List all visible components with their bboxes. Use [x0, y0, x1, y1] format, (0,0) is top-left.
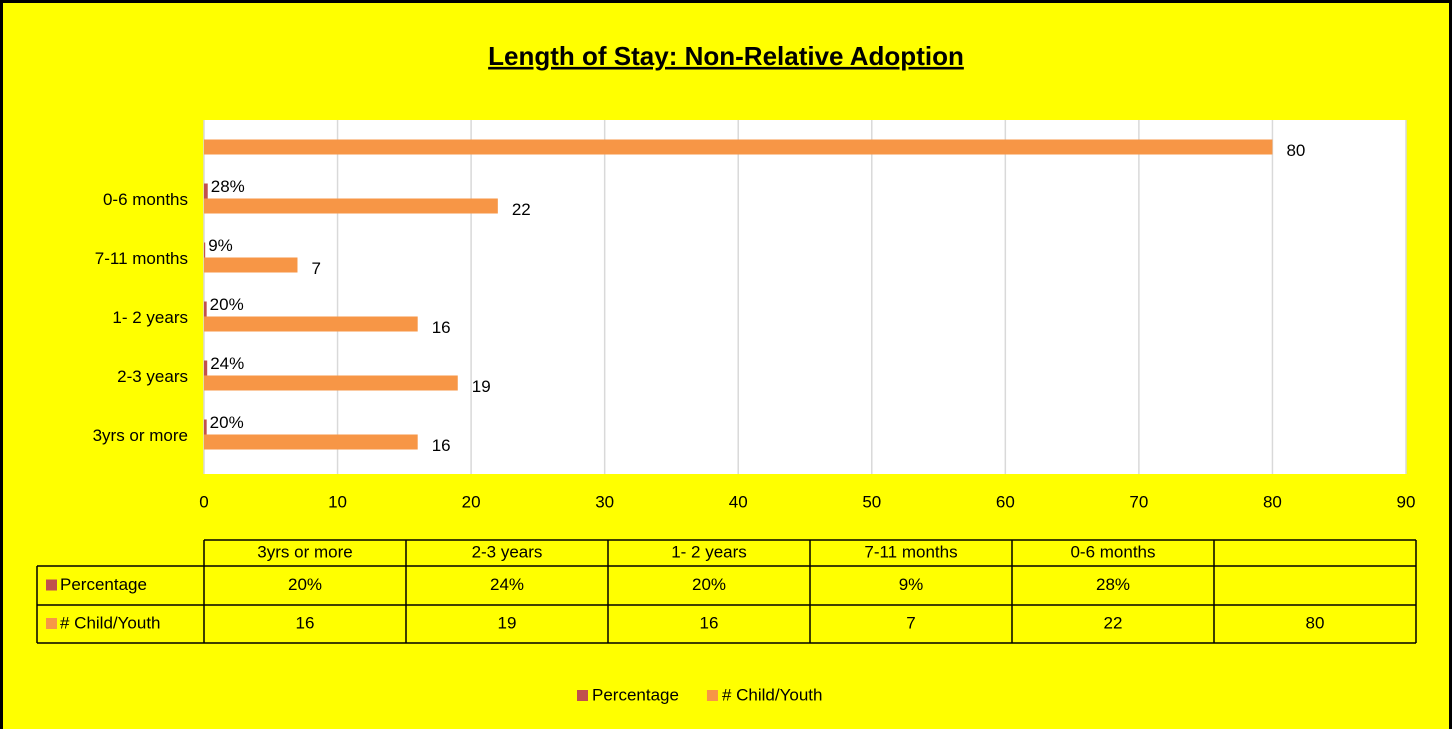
plot-area [204, 120, 1406, 474]
bar [204, 301, 207, 317]
chart-title: Length of Stay: Non-Relative Adoption [488, 41, 964, 71]
table-cell: 22 [1104, 613, 1123, 632]
table-header: 0-6 months [1070, 542, 1155, 561]
data-label: 16 [432, 436, 451, 455]
data-label: 16 [432, 318, 451, 337]
legend-key [706, 690, 718, 701]
bar [204, 257, 298, 273]
data-label: 80 [1286, 141, 1305, 160]
x-tick-label: 40 [729, 492, 748, 511]
data-label: 24% [210, 354, 244, 373]
table-header: 2-3 years [472, 542, 543, 561]
y-tick-label: 0-6 months [103, 190, 188, 209]
x-tick-label: 60 [996, 492, 1015, 511]
legend-key [577, 690, 588, 701]
table-cell: 16 [296, 613, 315, 632]
table-cell: 20% [288, 575, 322, 594]
y-tick-label: 7-11 months [95, 249, 188, 268]
bar [204, 419, 207, 435]
table-legend-key [46, 618, 57, 629]
legend-label: # Child/Youth [722, 685, 823, 704]
bar [204, 242, 206, 258]
y-tick-label: 3yrs or more [93, 426, 188, 445]
x-tick-label: 10 [328, 492, 347, 511]
data-label: 20% [210, 295, 244, 314]
x-tick-label: 0 [199, 492, 208, 511]
table-legend-key [46, 579, 57, 591]
bar [204, 360, 208, 376]
x-tick-label: 70 [1129, 492, 1148, 511]
x-tick-label: 20 [462, 492, 481, 511]
table-cell: 19 [498, 613, 517, 632]
x-tick-label: 50 [862, 492, 881, 511]
table-cell: 28% [1096, 575, 1130, 594]
bar [204, 139, 1273, 155]
data-label: 9% [208, 236, 233, 255]
x-tick-label: 30 [595, 492, 614, 511]
data-label: 7 [311, 259, 320, 278]
table-header: 3yrs or more [257, 542, 352, 561]
table-cell: 80 [1306, 613, 1325, 632]
table-cell: 24% [490, 575, 524, 594]
bar [204, 375, 458, 391]
bar [204, 198, 498, 214]
x-tick-label: 80 [1263, 492, 1282, 511]
data-label: 22 [512, 200, 531, 219]
y-tick-label: 1- 2 years [112, 308, 188, 327]
table-cell: 9% [899, 575, 924, 594]
x-tick-label: 90 [1397, 492, 1416, 511]
table-row-header: Percentage [60, 575, 147, 594]
table-cell: 7 [906, 613, 915, 632]
legend-label: Percentage [592, 685, 679, 704]
table-row-header: # Child/Youth [60, 613, 161, 632]
data-label: 20% [210, 413, 244, 432]
table-cell: 20% [692, 575, 726, 594]
data-label: 19 [472, 377, 491, 396]
data-label: 28% [211, 177, 245, 196]
y-tick-label: 2-3 years [117, 367, 188, 386]
table-cell: 16 [700, 613, 719, 632]
table-header: 1- 2 years [671, 542, 747, 561]
table-header: 7-11 months [864, 542, 957, 561]
bar [204, 316, 418, 332]
bar [204, 434, 418, 450]
bar [204, 183, 208, 199]
